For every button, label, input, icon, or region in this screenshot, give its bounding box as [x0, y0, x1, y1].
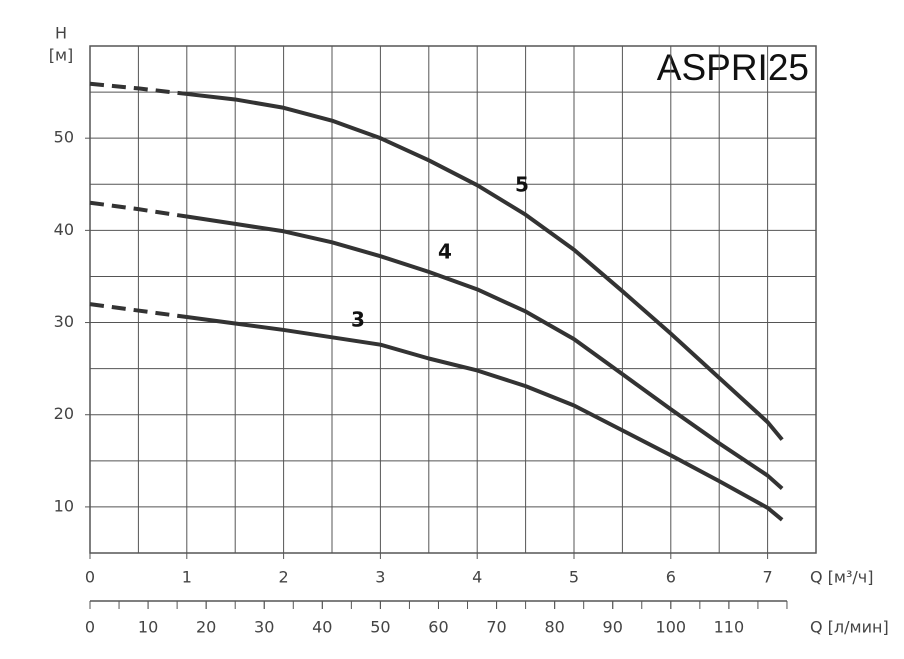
curve-label: 4 [438, 240, 452, 264]
x-tick-label: 5 [569, 568, 579, 587]
x-tick-label: 0 [85, 568, 95, 587]
x2-tick-label: 90 [603, 618, 623, 637]
y-tick-label: 30 [54, 312, 74, 331]
x-tick-label: 7 [763, 568, 773, 587]
curve-label: 5 [515, 173, 529, 197]
x-axis-label: Q [м³/ч] [810, 568, 874, 587]
x2-tick-label: 0 [85, 618, 95, 637]
x-tick-label: 1 [182, 568, 192, 587]
curve [186, 315, 784, 522]
y-tick-label: 40 [54, 220, 74, 239]
x2-tick-label: 110 [714, 618, 745, 637]
x2-tick-label: 80 [544, 618, 564, 637]
plot-frame [89, 45, 817, 554]
y-label-unit: [м] [49, 46, 74, 65]
curve [186, 214, 784, 490]
y-label-symbol: Н [55, 24, 67, 43]
y-tick-label: 50 [54, 128, 74, 147]
x2-tick-label: 50 [370, 618, 390, 637]
x-tick-label: 2 [279, 568, 289, 587]
x-tick-label: 3 [375, 568, 385, 587]
x2-tick-label: 40 [312, 618, 332, 637]
y-tick-label: 20 [54, 404, 74, 423]
curve-dashed [89, 302, 188, 319]
curve-dashed [89, 200, 188, 219]
y-tick-label: 10 [54, 496, 74, 515]
x2-tick-label: 30 [254, 618, 274, 637]
x2-tick-label: 100 [656, 618, 687, 637]
curve [186, 91, 784, 441]
x2-tick-label: 70 [486, 618, 506, 637]
x2-tick-label: 20 [196, 618, 216, 637]
x2-tick-label: 10 [138, 618, 158, 637]
curve-dashed [89, 81, 188, 96]
chart-title: ASPRI25 [657, 47, 809, 88]
curve-label: 3 [351, 308, 365, 332]
x-tick-label: 6 [666, 568, 676, 587]
x-tick-label: 4 [472, 568, 482, 587]
x2-tick-label: 60 [428, 618, 448, 637]
x2-axis-label: Q [л/мин] [810, 618, 889, 637]
